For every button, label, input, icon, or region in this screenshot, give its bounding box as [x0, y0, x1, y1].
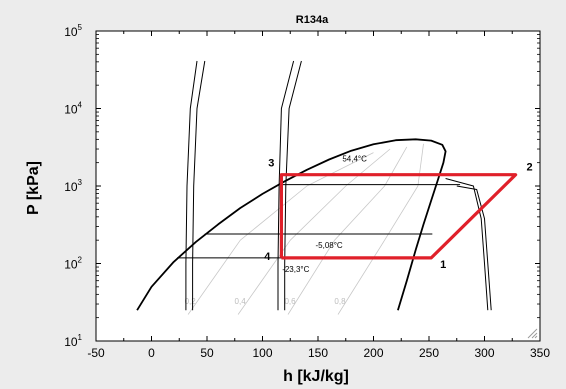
y-tick-label: 104 [64, 101, 82, 117]
x-tick-label: 200 [363, 346, 383, 360]
liquid-isotherm-curve [185, 60, 198, 311]
x-axis-label: h [kJ/kg] [283, 368, 349, 385]
isotherm-label: -5,08°C [315, 241, 342, 250]
cycle-point-label: 4 [264, 251, 271, 263]
cycle-point-label: 2 [527, 162, 533, 174]
y-tick-label: 105 [64, 23, 82, 39]
quality-label: 0,4 [235, 297, 247, 306]
x-tick-label: 300 [474, 346, 494, 360]
vapor-isotherm-curve [445, 178, 489, 311]
axes: -50 0 50 100 150 200 250 300 350 101 102 103 104 105 [64, 23, 550, 360]
x-tick-label: -50 [87, 346, 105, 360]
resize-grip-icon[interactable] [527, 328, 538, 339]
x-tick-label: 150 [308, 346, 328, 360]
liquid-isotherm-curve [192, 60, 206, 311]
y-tick-label: 102 [64, 256, 82, 272]
quality-line [337, 143, 424, 315]
chart-title: R134a [296, 14, 329, 26]
y-tick-label: 101 [64, 333, 82, 349]
quality-label: 0,2 [185, 297, 197, 306]
quality-label: 0,8 [334, 297, 346, 306]
x-tick-label: 350 [530, 346, 550, 360]
quality-label: 0,6 [284, 297, 296, 306]
cycle-point-label: 1 [440, 259, 446, 271]
quality-line [187, 152, 374, 315]
liquid-isotherm-curve [277, 60, 295, 311]
liquid-isotherm-curve [284, 60, 302, 311]
cycle-path [279, 173, 518, 260]
isotherm-label: 54,4°C [342, 155, 367, 164]
vapor-isotherm-curve [456, 185, 492, 311]
x-tick-label: 0 [148, 346, 155, 360]
x-tick-label: 250 [419, 346, 439, 360]
y-tick-label: 103 [64, 178, 82, 194]
y-axis-label: P [kPa] [25, 161, 42, 215]
saturation-curves: 54,4°C -5,08°C -23,3°C [136, 60, 492, 311]
isotherm-label: -23,3°C [282, 265, 309, 274]
saturation-dome-curve [136, 138, 447, 311]
quality-lines: 0,2 0,4 0,6 0,8 [185, 143, 424, 315]
refrigeration-cycle: 1 2 3 4 [264, 158, 532, 271]
x-tick-label: 50 [200, 346, 214, 360]
x-tick-label: 100 [252, 346, 272, 360]
quality-line [287, 146, 408, 315]
quality-line [237, 148, 391, 315]
cycle-point-label: 3 [268, 158, 274, 170]
plot-area [95, 30, 541, 342]
